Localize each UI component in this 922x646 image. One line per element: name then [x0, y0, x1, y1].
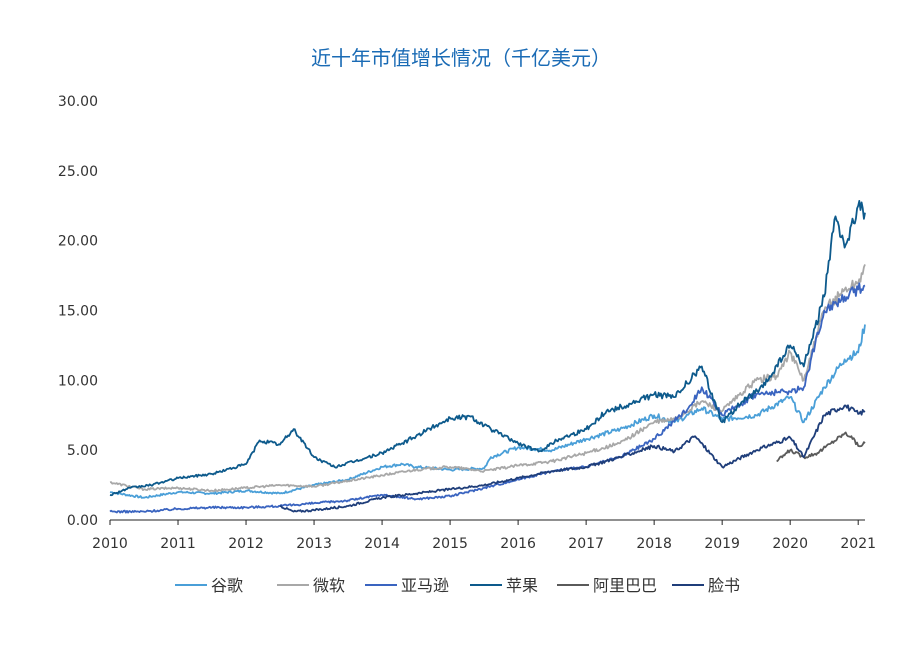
x-tick-label: 2016	[500, 536, 536, 552]
y-tick-label: 10.00	[58, 373, 98, 389]
series-line	[109, 200, 866, 497]
x-tick-label: 2021	[840, 536, 876, 552]
y-tick-label: 0.00	[67, 513, 98, 529]
y-tick-label: 25.00	[58, 164, 98, 180]
x-tick-label: 2019	[704, 536, 740, 552]
y-tick-label: 5.00	[67, 443, 98, 459]
x-tick-label: 2013	[296, 536, 332, 552]
legend-label: 脸书	[708, 576, 740, 595]
x-tick-label: 2017	[568, 536, 604, 552]
x-axis-ticks: 2010 2011 2012 2013 2014 2015 2016 2017 2018 2019…	[92, 520, 876, 552]
series-line	[109, 282, 866, 514]
x-tick-label: 2020	[772, 536, 808, 552]
legend-label: 亚马逊	[401, 576, 449, 595]
x-tick-label: 2015	[432, 536, 468, 552]
x-tick-label: 2012	[228, 536, 264, 552]
x-tick-label: 2011	[160, 536, 196, 552]
legend-label: 阿里巴巴	[593, 576, 657, 595]
y-tick-label: 20.00	[58, 234, 98, 250]
legend-label: 微软	[313, 576, 345, 595]
y-tick-label: 30.00	[58, 94, 98, 110]
series-line	[279, 404, 866, 513]
legend-label: 谷歌	[211, 576, 243, 595]
y-axis-ticks: 0.00 5.00 10.00 15.00 20.00 25.00 30.00	[58, 94, 98, 529]
x-tick-label: 2018	[636, 536, 672, 552]
legend: 谷歌 微软 亚马逊 苹果 阿里巴巴 脸书	[175, 576, 740, 595]
x-tick-label: 2014	[364, 536, 400, 552]
series-line	[109, 264, 866, 493]
legend-label: 苹果	[506, 576, 538, 595]
chart-title: 近十年市值增长情况（千亿美元）	[311, 46, 611, 70]
x-tick-label: 2010	[92, 536, 128, 552]
series-lines	[109, 200, 866, 514]
series-line	[776, 431, 866, 463]
y-tick-label: 15.00	[58, 304, 98, 320]
series-line	[109, 324, 866, 499]
